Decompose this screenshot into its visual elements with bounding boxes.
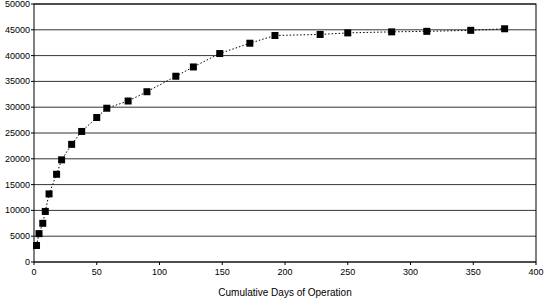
data-point	[271, 32, 278, 39]
y-tick-label: 35000	[5, 76, 30, 86]
x-tick-label: 200	[277, 267, 292, 277]
grid-line	[34, 81, 536, 82]
data-point	[93, 114, 100, 121]
grid-line	[34, 133, 536, 134]
data-point	[467, 27, 474, 34]
plot-area	[33, 25, 508, 249]
y-tick-label: 40000	[5, 51, 30, 61]
x-tick-label: 50	[92, 267, 102, 277]
data-point	[344, 29, 351, 36]
data-point	[36, 230, 43, 237]
x-tick-label: 400	[528, 267, 543, 277]
data-point	[58, 156, 65, 163]
grid-line	[34, 29, 536, 30]
x-axis-label: Cumulative Days of Operation	[218, 287, 351, 298]
x-tick-label: 300	[403, 267, 418, 277]
grid-line	[34, 158, 536, 159]
y-tick-label: 10000	[5, 205, 30, 215]
data-point	[423, 28, 430, 35]
grid-line	[34, 184, 536, 185]
grid-line	[34, 236, 536, 237]
data-point	[190, 63, 197, 70]
grid-line	[34, 210, 536, 211]
data-point	[317, 31, 324, 38]
data-point	[143, 88, 150, 95]
x-tick-label: 150	[215, 267, 230, 277]
x-tick-label: 0	[31, 267, 36, 277]
data-point	[33, 242, 40, 249]
x-tick-label: 250	[340, 267, 355, 277]
y-tick-label: 30000	[5, 102, 30, 112]
data-point	[53, 171, 60, 178]
data-point	[216, 50, 223, 57]
data-line	[37, 29, 505, 246]
y-tick-label: 15000	[5, 180, 30, 190]
plot-frame	[34, 4, 536, 262]
data-point	[103, 105, 110, 112]
data-point	[388, 28, 395, 35]
y-tick-label: 45000	[5, 25, 30, 35]
y-tick-label: 25000	[5, 128, 30, 138]
y-tick-label: 50000	[5, 0, 30, 9]
x-tick-label: 350	[466, 267, 481, 277]
data-point	[172, 73, 179, 80]
y-tick-label: 20000	[5, 154, 30, 164]
chart: 0 5000 10000 15000 20000 25000 30000 35000 40000…	[0, 0, 547, 300]
data-point	[68, 141, 75, 148]
data-point	[39, 220, 46, 227]
data-point	[46, 190, 53, 197]
data-point	[246, 40, 253, 47]
data-point	[125, 98, 132, 105]
data-point	[42, 208, 49, 215]
data-point	[501, 25, 508, 32]
y-tick-label: 0	[25, 257, 30, 267]
grid-line	[34, 55, 536, 56]
data-point	[78, 128, 85, 135]
y-tick-label: 5000	[10, 231, 30, 241]
x-tick-label: 100	[152, 267, 167, 277]
